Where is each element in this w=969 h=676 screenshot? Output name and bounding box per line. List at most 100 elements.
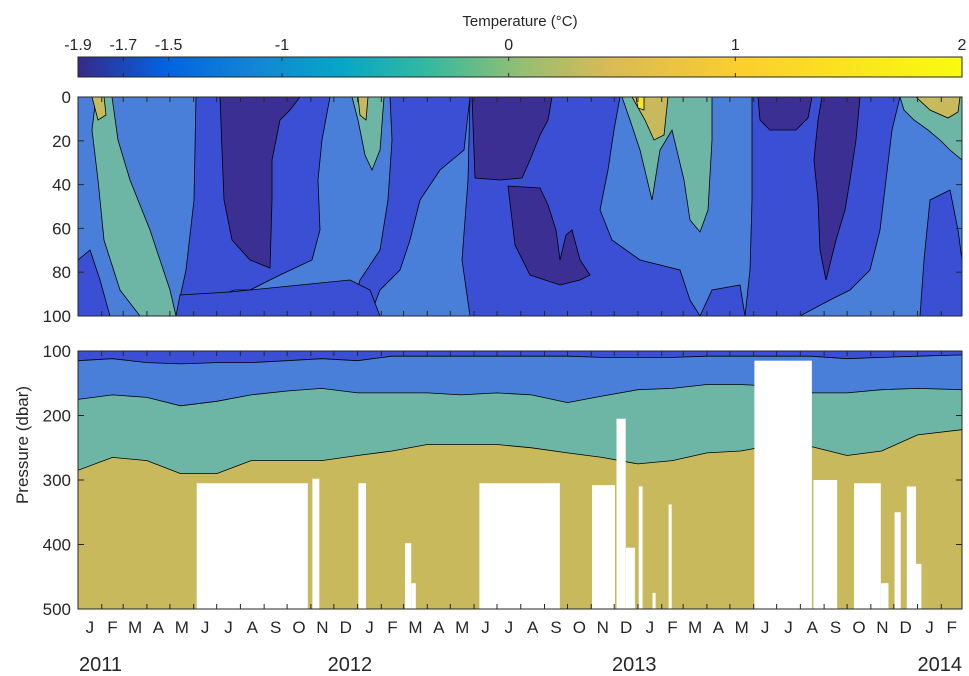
contour-region-late2013-yellow (915, 97, 961, 119)
contour-region-deep-cold-band (175, 279, 381, 316)
month-label: O (852, 618, 865, 637)
month-label: A (807, 618, 819, 637)
data-gaps (196, 360, 922, 609)
y-tick-label: 80 (52, 263, 71, 282)
contour-region-early2014-cold (919, 189, 962, 316)
data-gap (479, 483, 560, 609)
month-label: J (201, 618, 210, 637)
colorbar-tick-labels: -1.9 -1.7 -1.5 -1 0 1 2 (64, 37, 966, 54)
month-label: J (505, 618, 514, 637)
month-label: M (175, 618, 189, 637)
month-label: S (830, 618, 841, 637)
colorbar-title: Temperature (°C) (462, 13, 577, 30)
month-label: A (713, 618, 725, 637)
data-gap (592, 485, 615, 609)
data-gap (638, 486, 643, 609)
month-label: A (527, 618, 539, 637)
colorbar-tick-label: -1.5 (155, 37, 183, 54)
y-tick-label: 400 (43, 536, 71, 555)
month-label: D (340, 618, 352, 637)
colorbar-tick-label: -1.7 (110, 37, 138, 54)
month-label: A (153, 618, 165, 637)
contour-region-cold-deep-2011 (78, 249, 111, 316)
colorbar-ticks (77, 57, 963, 77)
month-label: O (573, 618, 586, 637)
data-gap (894, 512, 901, 609)
colorbar-tick-label: -1 (275, 37, 289, 54)
contour-region-warm-plume-2011 (91, 97, 177, 316)
month-label: S (270, 618, 281, 637)
contour-region-early2013-green (621, 97, 713, 233)
month-label: D (900, 618, 912, 637)
data-gap (668, 504, 672, 609)
colorbar-tick-label: 0 (504, 37, 513, 54)
data-gap (906, 486, 917, 609)
month-label: J (761, 618, 770, 637)
month-label: O (292, 618, 305, 637)
data-gap (625, 547, 635, 609)
year-label: 2011 (79, 654, 122, 676)
month-label: F (107, 618, 117, 637)
upper-panel: 0 20 40 60 80 100 (43, 88, 963, 326)
colorbar-tick-label: 1 (731, 37, 740, 54)
month-label: J (365, 618, 374, 637)
data-gap (880, 583, 889, 609)
y-tick-label: 0 (62, 88, 71, 107)
contour-region-deep-cold-2013 (699, 284, 746, 316)
upper-panel-y-axis: 0 20 40 60 80 100 (43, 88, 962, 326)
contour-region-yellow-2011 (91, 97, 107, 121)
month-label: M (128, 618, 142, 637)
lower-panel-y-axis: 100 200 300 400 500 (43, 342, 962, 619)
y-tick-label: 300 (43, 471, 71, 490)
month-label: M (688, 618, 702, 637)
contour-region-early2012-cold (349, 97, 471, 316)
data-gap (405, 543, 412, 609)
month-label: S (550, 618, 561, 637)
contour-region-2012-coldest (471, 97, 553, 181)
colorbar-gradient (77, 56, 963, 78)
month-label: N (876, 618, 888, 637)
month-label: J (646, 618, 655, 637)
month-label: J (925, 618, 934, 637)
colorbar-tick-label: -1.9 (64, 37, 92, 54)
month-label: F (387, 618, 397, 637)
data-gap (916, 563, 922, 609)
data-gap (358, 483, 367, 609)
y-tick-label: 100 (43, 307, 71, 326)
y-tick-label: 100 (43, 342, 71, 361)
month-label: M (735, 618, 749, 637)
month-label: J (224, 618, 233, 637)
upper-panel-frame (77, 96, 963, 317)
data-gap (652, 592, 656, 609)
contour-region-2012-coldest-lower (507, 185, 591, 286)
year-label: 2014 (918, 654, 963, 676)
data-gap (196, 483, 308, 609)
colorbar-tick-label: 2 (958, 37, 967, 54)
contour-region-mid2013-coldest (757, 97, 813, 131)
year-label: 2013 (612, 654, 657, 676)
data-gap (853, 483, 881, 609)
month-label: M (455, 618, 469, 637)
y-tick-label: 40 (52, 176, 71, 195)
data-gap (312, 478, 320, 609)
data-gap (754, 360, 812, 609)
lower-panel: 100 200 300 400 500 Pressure (dbar) (13, 342, 963, 619)
month-label: D (620, 618, 632, 637)
y-tick-label: 20 (52, 132, 71, 151)
month-label: J (481, 618, 490, 637)
month-label: A (247, 618, 259, 637)
month-label: J (784, 618, 793, 637)
month-label: N (316, 618, 328, 637)
contour-region-late2011-yellow (357, 97, 369, 121)
data-gap (411, 583, 416, 609)
y-axis-label: Pressure (dbar) (13, 386, 32, 504)
y-tick-label: 500 (43, 600, 71, 619)
month-label: F (667, 618, 677, 637)
month-label: A (433, 618, 445, 637)
colorbar: Temperature (°C) -1.9 -1.7 -1.5 -1 0 1 2 (64, 13, 967, 78)
month-label: M (408, 618, 422, 637)
contour-region-mid2011-coldest (219, 97, 301, 269)
contour-region-mid2013-coldest-lower (813, 97, 861, 281)
